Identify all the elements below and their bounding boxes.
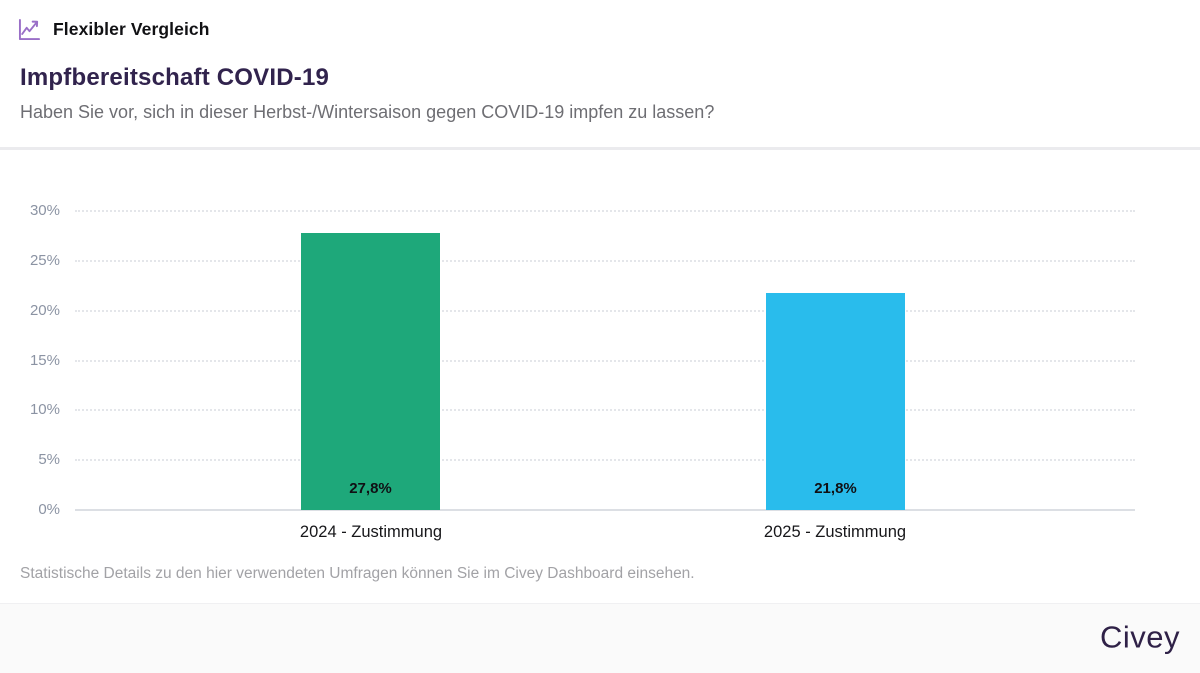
plot-area: 27,8% 21,8% [75,210,1135,511]
gridline-25 [75,259,1135,262]
gridline-5 [75,459,1135,462]
bar-value-label: 27,8% [349,480,392,497]
gridline-0 [75,509,1135,511]
header-divider [0,147,1200,150]
y-axis-tick-label: 10% [29,401,60,419]
y-axis-tick-label: 20% [29,301,60,319]
civey-logo: Civey [1099,619,1180,655]
y-axis-tick-label: 15% [29,351,60,369]
bar-value-label: 21,8% [814,480,857,497]
gridline-15 [75,359,1135,362]
bottom-brand-band: Civey [0,603,1200,673]
y-axis-tick-label: 0% [38,501,60,518]
survey-question: Haben Sie vor, sich in dieser Herbst-/Wi… [20,102,715,122]
footer-note: Statistische Details zu den hier verwend… [20,565,695,582]
widget-header-label: Flexibler Vergleich [53,19,210,39]
bar-chart: 27,8% 21,8% 30% 25% 20% 15% 10% 5% 0% 2024 - Zus… [0,170,1200,570]
x-axis-category-label: 2024 - Zustimmung [299,523,443,541]
gridline-30 [75,210,1135,212]
page-title: Impfbereitschaft COVID-19 [20,64,330,91]
y-axis-tick-label: 5% [38,451,60,469]
gridline-20 [75,309,1135,312]
x-axis-category-label: 2025 - Zustimmung [763,523,907,541]
gridline-10 [75,409,1135,412]
bar-2024 - Zustimmung: 27,8% [301,233,440,510]
y-axis-tick-label: 25% [29,251,60,269]
trend-line-chart-icon [16,16,43,43]
bar-2025 - Zustimmung: 21,8% [766,293,905,510]
widget-header: Flexibler Vergleich [16,16,210,43]
y-axis-tick-label: 30% [29,202,60,219]
